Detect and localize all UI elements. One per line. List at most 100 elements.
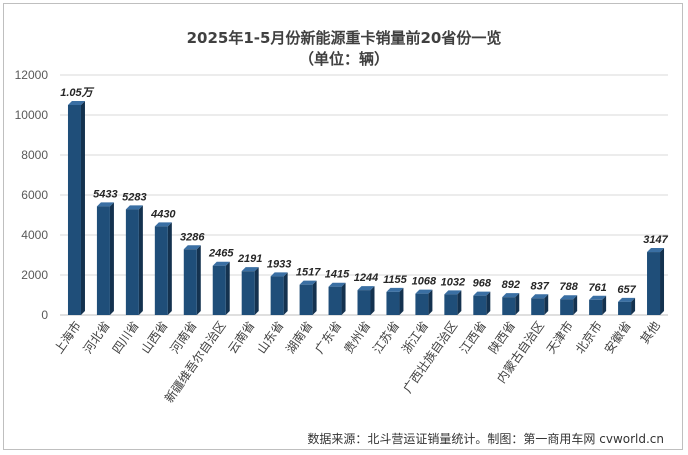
x-tick-label: 湖南省 [282,318,315,356]
bar-side [225,261,230,315]
data-label: 761 [588,282,606,294]
bar-top [125,205,143,210]
data-label: 837 [531,280,550,292]
bar [67,105,81,315]
bar-top [386,287,404,292]
bar-top [212,261,230,266]
data-label: 1933 [267,258,291,270]
bar-top [531,294,549,299]
data-label: 1032 [441,276,465,288]
data-label: 892 [502,279,520,291]
y-tick-label: 0 [41,308,48,322]
data-label: 2465 [208,248,234,260]
data-label: 3286 [180,231,205,243]
bar-top [328,282,346,287]
x-tick-label: 上海市 [51,318,84,356]
bar-top [502,293,520,298]
bar-top [444,290,462,295]
data-label: 1155 [383,274,408,286]
bar-top [241,267,259,272]
bar-side [109,202,114,315]
bar-side [631,297,636,315]
data-label: 4430 [150,208,176,220]
bar-side [602,295,607,315]
chart-subtitle: （单位：辆） [298,50,389,68]
bar [618,301,632,315]
bar-side [428,289,433,315]
bar-top [154,222,172,227]
bar-top [357,286,375,291]
bar-side [515,293,520,315]
bar-top [473,291,491,296]
x-tick-label: 贵州省 [341,319,373,357]
bar [241,271,255,315]
x-tick-label: 山西省 [139,319,171,357]
y-tick-label: 8000 [21,148,48,162]
bar [502,297,516,315]
x-tick-label: 广东省 [312,319,344,357]
x-tick-label: 北京市 [572,318,605,356]
bar-top [589,295,607,300]
data-label: 1517 [296,267,321,279]
y-tick-label: 6000 [21,188,48,202]
x-tick-label: 云南省 [225,318,258,356]
x-tick-label: 天津市 [543,318,576,356]
bar [386,291,400,315]
bar [183,249,197,315]
x-tick-label: 江苏省 [370,319,402,357]
chart-frame [3,3,683,450]
data-label: 3147 [643,234,668,246]
bar [357,290,371,315]
x-tick-label: 四川省 [110,319,142,357]
x-tick-label: 广西壮族自治区 [401,319,461,396]
bar-side [573,295,578,315]
bar-side [660,248,665,315]
bar [96,206,110,315]
y-tick-label: 12000 [15,68,49,82]
bar-side [196,245,201,315]
bar-top [96,202,114,207]
bar-top [183,245,201,250]
bar-side [138,205,143,315]
bar-top [299,280,317,285]
bar-top [618,297,636,302]
bar [270,276,284,315]
bar [531,298,545,315]
bar-side [370,286,375,315]
bar [444,294,458,315]
bar [415,293,429,315]
chart-title: 2025年1-5月份新能源重卡销量前20省份一览 [186,29,502,47]
bar-side [486,291,491,315]
x-tick-label: 江西省 [457,319,489,357]
bar [125,209,139,315]
bar-side [544,294,549,315]
data-label: 1.05万 [60,87,94,99]
y-tick-label: 4000 [21,228,48,242]
bar-top [67,101,85,105]
data-label: 968 [473,278,492,290]
bar [560,299,574,315]
bar [212,265,226,315]
x-tick-label: 河北省 [81,319,113,357]
data-label: 5283 [122,191,146,203]
bar-top [560,295,578,300]
bar-top [415,289,433,294]
bar [473,295,487,315]
bar-side [283,272,288,315]
data-label: 2191 [237,253,262,265]
bar-side [341,282,346,315]
data-label: 788 [559,281,578,293]
bar-side [457,290,462,315]
bar [299,284,313,315]
bar [328,286,342,315]
x-tick-label: 其他 [638,319,663,347]
data-label: 1068 [412,276,437,288]
data-source-note: 数据来源：北斗营运证销量统计。制图：第一商用车网 cvworld.cn [307,432,664,446]
x-tick-label: 山东省 [254,319,286,357]
bar-side [167,222,172,315]
data-label: 1415 [325,269,350,281]
bar-top [647,248,665,253]
bar-top [270,272,288,277]
bar [589,299,603,315]
